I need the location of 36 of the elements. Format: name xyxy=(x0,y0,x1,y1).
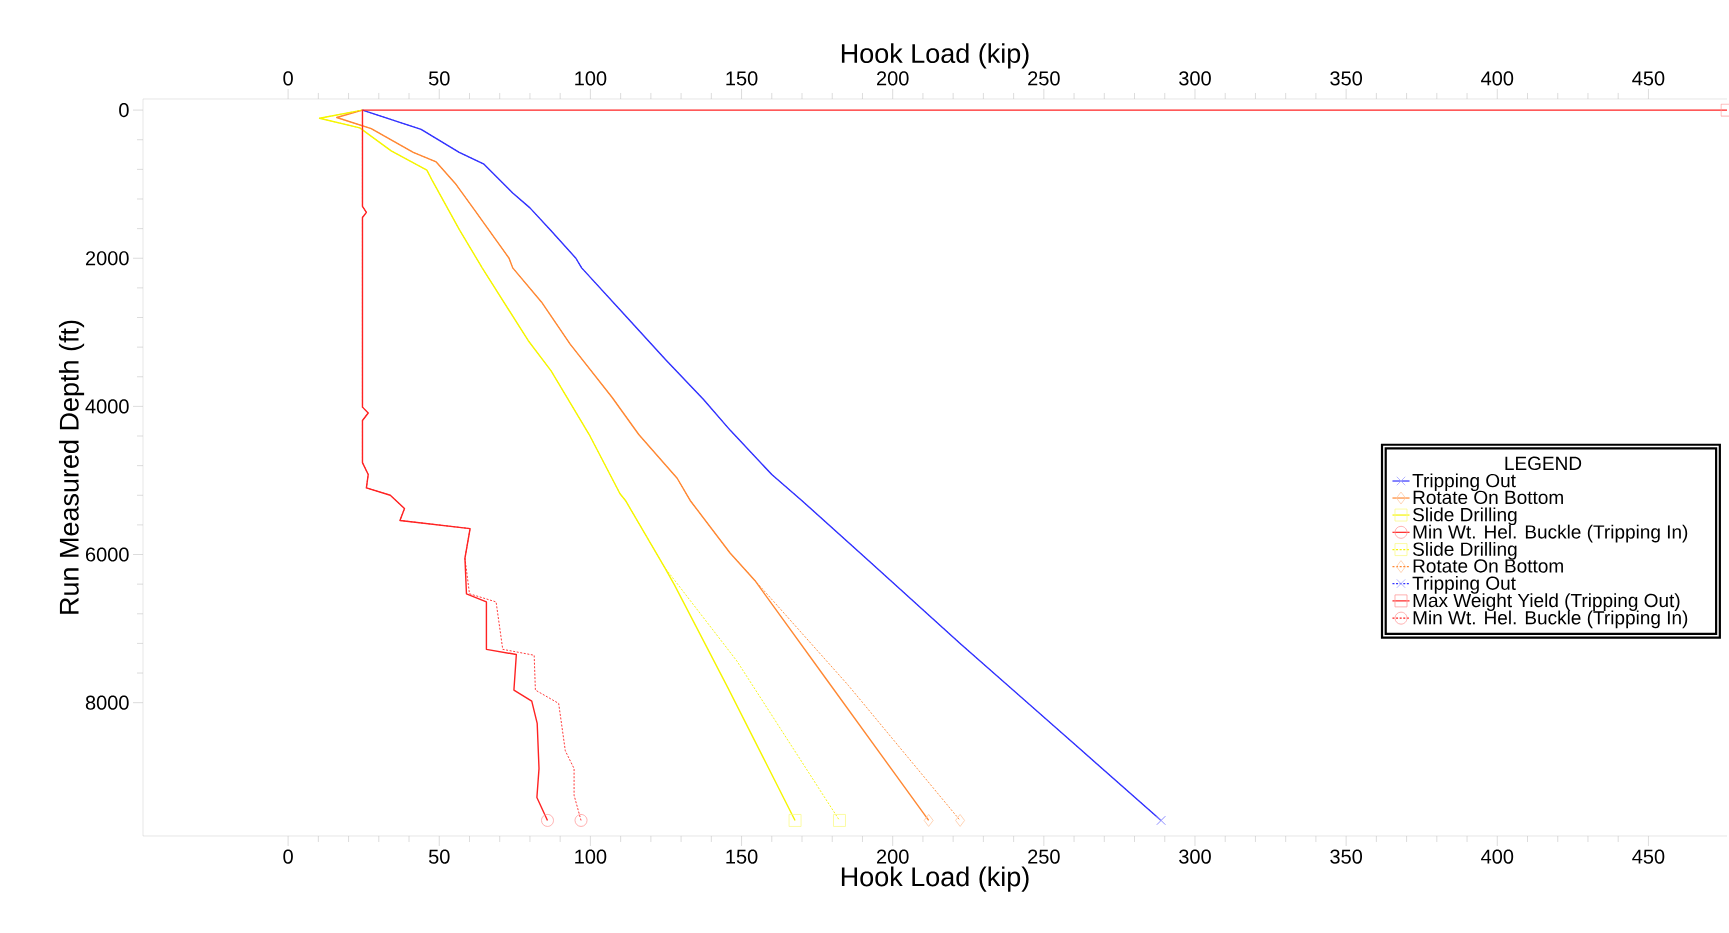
x-tick-label: 450 xyxy=(1632,71,1665,86)
x2-tick-label: 200 xyxy=(877,849,909,864)
x-tick-label: 100 xyxy=(575,71,607,86)
x-tick-label: 400 xyxy=(1481,71,1514,86)
x2-tick-label: 250 xyxy=(1028,849,1060,864)
legend-label: Min Wt. Hel. Buckle (Tripping In) xyxy=(1413,524,1688,543)
x2-tick-label: 100 xyxy=(575,849,607,864)
y-tick-label: 4000 xyxy=(85,399,129,414)
x-tick-label: 250 xyxy=(1028,71,1060,86)
legend-label: Rotate On Bottom xyxy=(1413,490,1563,505)
x2-tick-label: 50 xyxy=(428,849,450,864)
y-axis-title: Run Measured Depth (ft) xyxy=(58,320,85,614)
legend-label: Rotate On Bottom xyxy=(1413,559,1563,573)
x-tick-label: 0 xyxy=(283,71,293,86)
x-axis-title: Hook Load (kip) xyxy=(841,866,1029,892)
y-tick-label: 0 xyxy=(119,103,129,118)
legend-label: Min Wt. Hel. Buckle (Tripping In) xyxy=(1413,610,1688,629)
x2-tick-label: 300 xyxy=(1179,849,1211,864)
x2-tick-label: 0 xyxy=(283,849,293,864)
y-tick-label: 2000 xyxy=(85,251,129,266)
x-tick-label: 300 xyxy=(1179,71,1211,86)
x2-tick-label: 450 xyxy=(1632,849,1665,864)
legend-label: Slide Drilling xyxy=(1413,541,1517,560)
x2-tick-label: 400 xyxy=(1481,849,1514,864)
x-tick-label: 200 xyxy=(877,71,909,86)
y-tick-label: 8000 xyxy=(85,695,129,710)
x2-axis-title: Hook Load (kip) xyxy=(841,43,1029,69)
x-tick-label: 150 xyxy=(726,71,758,86)
x2-tick-label: 350 xyxy=(1330,849,1363,864)
legend-title: LEGEND xyxy=(1505,456,1582,471)
y-tick-label: 6000 xyxy=(86,547,129,562)
legend-label: Tripping Out xyxy=(1412,575,1516,594)
x2-tick-label: 150 xyxy=(726,849,758,864)
x-tick-label: 350 xyxy=(1330,71,1363,86)
x-tick-label: 50 xyxy=(428,71,450,86)
legend-label: Max Weight Yield (Tripping Out) xyxy=(1413,593,1680,611)
